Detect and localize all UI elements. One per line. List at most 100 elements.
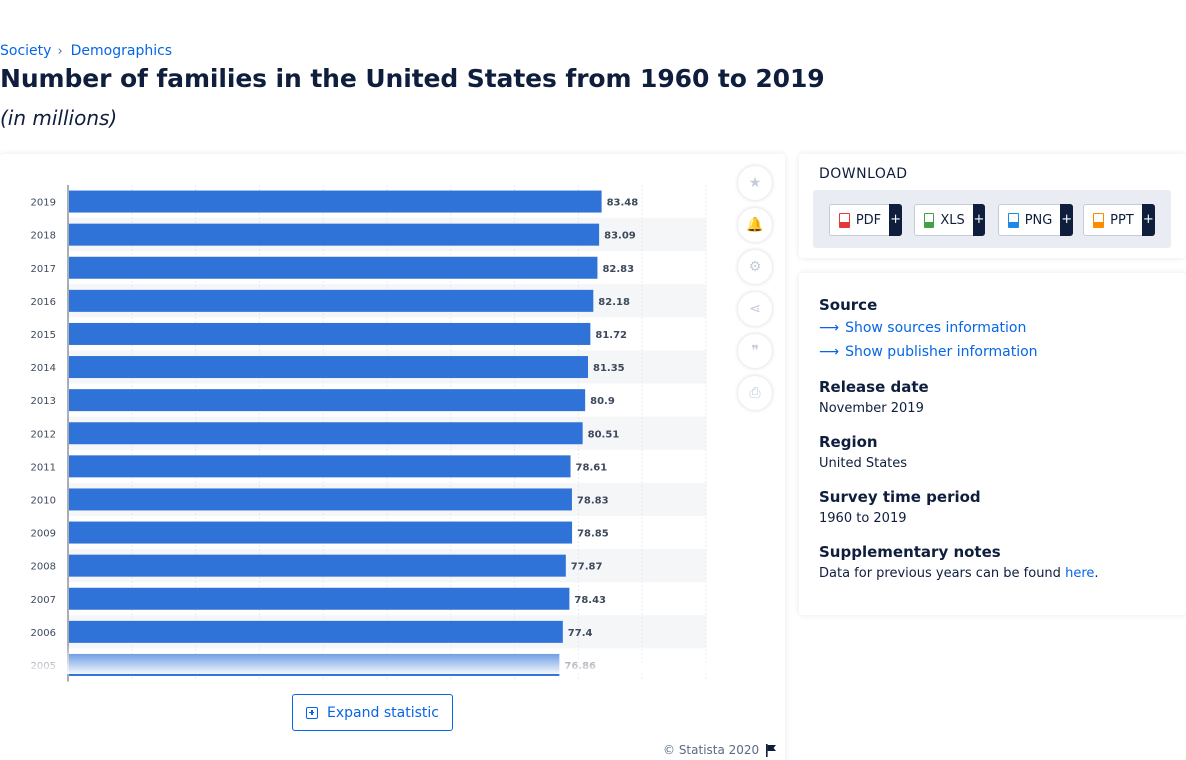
data-label-2005: 76.86	[564, 661, 596, 672]
survey-period-value: 1960 to 2019	[819, 511, 907, 526]
y-tick-label-2011: 2011	[31, 462, 56, 473]
info-panel: Source ⟶ Show sources information ⟶ Show…	[799, 273, 1186, 615]
y-tick-label-2017: 2017	[31, 264, 56, 275]
supplementary-notes-text: Data for previous years can be found her…	[819, 566, 1099, 581]
show-sources-label: Show sources information	[845, 320, 1027, 336]
show-publisher-link[interactable]: ⟶ Show publisher information	[819, 344, 1038, 360]
print-icon[interactable]: ⎙	[738, 376, 772, 410]
bar-2018	[69, 223, 600, 246]
expand-statistic-button[interactable]: Expand statistic	[292, 694, 453, 731]
bar-chart: 2019 83.48 2018 83.09 2017 82.83 2016 82.18 2015…	[31, 185, 707, 682]
source-heading: Source	[819, 296, 878, 314]
breadcrumb: Society › Demographics	[0, 43, 172, 59]
copyright-text: © Statista 2020	[663, 743, 760, 757]
bar-2015	[69, 322, 591, 345]
y-tick-label-2014: 2014	[31, 363, 56, 374]
gear-icon[interactable]: ⚙	[738, 250, 772, 284]
share-icon[interactable]: ⋖	[738, 292, 772, 326]
data-label-2015: 81.72	[595, 330, 627, 341]
download-ppt-button[interactable]: PPT +	[1083, 203, 1155, 236]
bar-2013	[69, 389, 586, 412]
data-label-2009: 78.85	[577, 529, 609, 540]
data-label-2014: 81.35	[593, 363, 625, 374]
bar-2009	[69, 521, 573, 544]
expand-statistic-label: Expand statistic	[327, 704, 439, 721]
download-png-label: PNG	[1024, 212, 1053, 228]
chart-toolbar: ★ 🔔 ⚙ ⋖ ❞ ⎙	[738, 166, 772, 418]
y-tick-label-2019: 2019	[31, 198, 56, 209]
copyright: © Statista 2020	[663, 743, 777, 757]
y-tick-label-2005: 2005	[31, 661, 56, 672]
bar-2006	[69, 620, 563, 643]
png-plus: +	[1060, 203, 1073, 236]
y-tick-label-2009: 2009	[31, 529, 56, 540]
y-tick-label-2015: 2015	[31, 330, 56, 341]
page-subtitle: (in millions)	[0, 106, 118, 130]
pdf-file-icon	[839, 212, 850, 228]
star-icon[interactable]: ★	[738, 166, 772, 200]
region-value: United States	[819, 456, 908, 471]
y-tick-label-2007: 2007	[31, 595, 56, 606]
download-panel: DOWNLOAD PDF + XLS + PNG + PPT +	[799, 154, 1186, 258]
download-pdf-button[interactable]: PDF +	[829, 203, 902, 236]
show-sources-link[interactable]: ⟶ Show sources information	[819, 320, 1026, 336]
breadcrumb-society[interactable]: Society	[0, 43, 52, 59]
bar-2014	[69, 356, 589, 379]
survey-period-heading: Survey time period	[819, 488, 981, 506]
bar-2008	[69, 554, 566, 577]
bar-2019	[69, 190, 602, 213]
bar-2017	[69, 256, 598, 279]
notification-glyph: 🔔	[746, 217, 764, 233]
arrow-right-icon: ⟶	[819, 344, 840, 360]
data-label-2013: 80.9	[590, 396, 615, 407]
y-tick-label-2016: 2016	[31, 297, 56, 308]
ppt-file-icon	[1093, 212, 1105, 228]
y-tick-label-2008: 2008	[31, 562, 56, 573]
data-label-2006: 77.4	[568, 628, 593, 639]
y-tick-label-2012: 2012	[31, 429, 56, 440]
data-label-2017: 82.83	[602, 264, 634, 275]
y-tick-label-2006: 2006	[31, 628, 56, 639]
bar-2005	[69, 653, 560, 676]
data-label-2007: 78.43	[574, 595, 606, 606]
favorite-glyph: ★	[748, 175, 762, 191]
arrow-right-icon: ⟶	[819, 320, 840, 336]
breadcrumb-demographics[interactable]: Demographics	[70, 43, 173, 59]
y-tick-label-2013: 2013	[31, 396, 56, 407]
download-ppt-label: PPT	[1110, 212, 1134, 228]
chart-card: 2019 83.48 2018 83.09 2017 82.83 2016 82.18 2015…	[0, 154, 785, 760]
settings-glyph: ⚙	[748, 259, 762, 275]
download-pdf-label: PDF	[855, 212, 882, 228]
quote-icon[interactable]: ❞	[738, 334, 772, 368]
data-label-2010: 78.83	[577, 495, 609, 506]
show-publisher-label: Show publisher information	[845, 344, 1038, 360]
data-label-2008: 77.87	[571, 562, 603, 573]
bar-2007	[69, 587, 570, 610]
data-label-2011: 78.61	[576, 462, 608, 473]
bar-2010	[69, 488, 572, 511]
download-png-button[interactable]: PNG +	[998, 203, 1073, 236]
supplementary-notes-heading: Supplementary notes	[819, 543, 1001, 561]
print-glyph: ⎙	[749, 385, 761, 401]
download-buttons: PDF + XLS + PNG + PPT +	[813, 190, 1171, 248]
cite-glyph: ❞	[751, 343, 759, 359]
data-label-2019: 83.48	[607, 198, 639, 209]
notes-here-link[interactable]: here	[1065, 566, 1095, 581]
notes-end: .	[1094, 566, 1099, 581]
download-title: DOWNLOAD	[819, 166, 908, 182]
y-tick-label-2018: 2018	[31, 231, 56, 242]
release-date-heading: Release date	[819, 378, 929, 396]
download-xls-label: XLS	[940, 212, 965, 228]
release-date-value: November 2019	[819, 401, 924, 416]
data-label-2018: 83.09	[604, 231, 636, 242]
flag-icon[interactable]	[765, 743, 777, 757]
bell-icon[interactable]: 🔔	[738, 208, 772, 242]
download-xls-button[interactable]: XLS +	[914, 203, 985, 236]
y-tick-label-2010: 2010	[31, 495, 56, 506]
share-glyph: ⋖	[749, 301, 761, 317]
xls-plus: +	[972, 203, 985, 236]
bar-2016	[69, 289, 594, 312]
page-title: Number of families in the United States …	[0, 64, 825, 93]
data-label-2016: 82.18	[598, 297, 630, 308]
